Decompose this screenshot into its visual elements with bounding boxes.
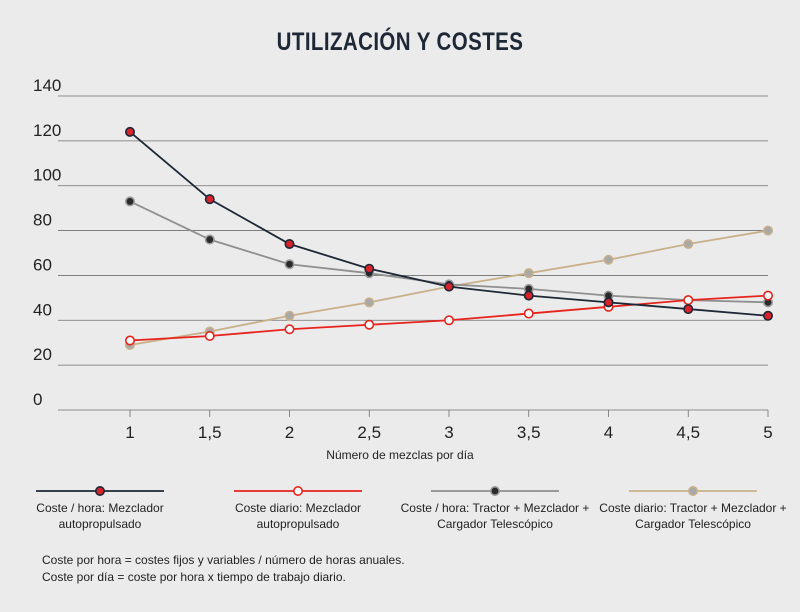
note-hourly-cost: Coste por hora = costes fijos y variable… <box>42 553 405 567</box>
data-point <box>125 196 136 207</box>
legend-marker <box>95 485 106 496</box>
legend-marker <box>687 485 698 496</box>
x-axis-label: Número de mezclas por día <box>326 448 474 462</box>
x-tick-label: 3 <box>444 423 453 442</box>
legend-marker <box>489 485 500 496</box>
data-point <box>683 295 694 306</box>
data-point <box>523 308 534 319</box>
y-tick-label: 60 <box>33 255 52 274</box>
y-tick-label: 120 <box>33 121 61 140</box>
chart-title: UTILIZACIÓN Y COSTES <box>276 28 524 56</box>
data-point <box>364 297 375 308</box>
x-tick-label: 1,5 <box>198 423 222 442</box>
x-tick-label: 1 <box>125 423 134 442</box>
legend-label: Cargador Telescópico <box>635 517 751 531</box>
data-point <box>284 259 295 270</box>
legend-label: Coste diario: Mezclador <box>235 501 361 515</box>
legend-item-2: Coste diario: Mezclador autopropulsado <box>234 485 362 531</box>
y-tick-label: 20 <box>33 345 52 364</box>
data-point <box>683 239 694 250</box>
data-point <box>284 310 295 321</box>
legend-label: Coste / hora: Tractor + Mezclador + <box>401 501 590 515</box>
legend: Coste / hora: MezcladorautopropulsadoCos… <box>36 485 787 531</box>
data-point <box>603 297 614 308</box>
data-point <box>443 315 454 326</box>
legend-label: Coste diario: Tractor + Mezclador + <box>599 501 786 515</box>
data-point <box>762 225 773 236</box>
grid-lines <box>58 95 768 411</box>
data-point <box>443 281 454 292</box>
data-point <box>204 234 215 245</box>
footnotes: Coste por hora = costes fijos y variable… <box>42 552 405 586</box>
data-point <box>762 290 773 301</box>
data-point <box>603 254 614 265</box>
data-point <box>204 330 215 341</box>
y-tick-label: 40 <box>33 300 52 319</box>
data-point <box>683 304 694 315</box>
legend-item-1: Coste / hora: Mezclador autopropulsado <box>36 485 164 531</box>
y-tick-label: 0 <box>33 390 42 409</box>
y-tick-label: 140 <box>33 76 61 95</box>
y-tick-label: 100 <box>33 166 61 185</box>
legend-marker <box>292 485 303 496</box>
data-point <box>523 268 534 279</box>
legend-label: autopropulsado <box>257 517 340 531</box>
x-tick-label: 2,5 <box>357 423 381 442</box>
data-point <box>364 263 375 274</box>
data-point <box>762 310 773 321</box>
series-1 <box>125 126 773 321</box>
legend-label: Cargador Telescópico <box>437 517 553 531</box>
legend-item-3: Coste / hora: Tractor + Mezclador + Carga… <box>401 485 590 531</box>
x-axis-ticks: 1 1,5 2 2,5 3 3,5 4 4,5 5 <box>125 410 773 442</box>
legend-label: autopropulsado <box>59 517 142 531</box>
data-point <box>364 319 375 330</box>
note-daily-cost: Coste por día = coste por hora x tiempo … <box>42 570 346 584</box>
series-group <box>125 126 773 350</box>
x-tick-label: 5 <box>763 423 772 442</box>
x-tick-label: 4,5 <box>676 423 700 442</box>
data-point <box>125 335 136 346</box>
data-point <box>204 194 215 205</box>
y-tick-label: 80 <box>33 211 52 230</box>
y-axis-ticks: 0 20 40 60 80 100 120 140 <box>33 76 61 409</box>
x-tick-label: 4 <box>604 423 613 442</box>
series-2 <box>125 290 773 346</box>
x-tick-label: 2 <box>285 423 294 442</box>
data-point <box>284 324 295 335</box>
legend-item-4: Coste diario: Tractor + Mezclador + Carga… <box>599 485 787 531</box>
legend-label: Coste / hora: Mezclador <box>36 501 163 515</box>
data-point <box>125 126 136 137</box>
data-point <box>284 239 295 250</box>
x-tick-label: 3,5 <box>517 423 541 442</box>
data-point <box>523 290 534 301</box>
